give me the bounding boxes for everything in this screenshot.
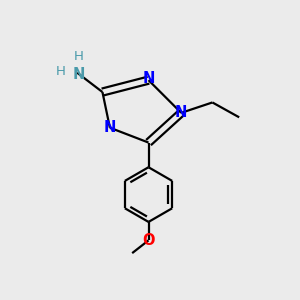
Text: O: O [142,233,155,248]
Text: N: N [73,67,85,82]
Text: H: H [56,65,66,78]
Text: H: H [74,50,84,63]
Text: N: N [104,120,116,135]
Text: N: N [175,105,188,120]
Text: N: N [142,71,155,86]
